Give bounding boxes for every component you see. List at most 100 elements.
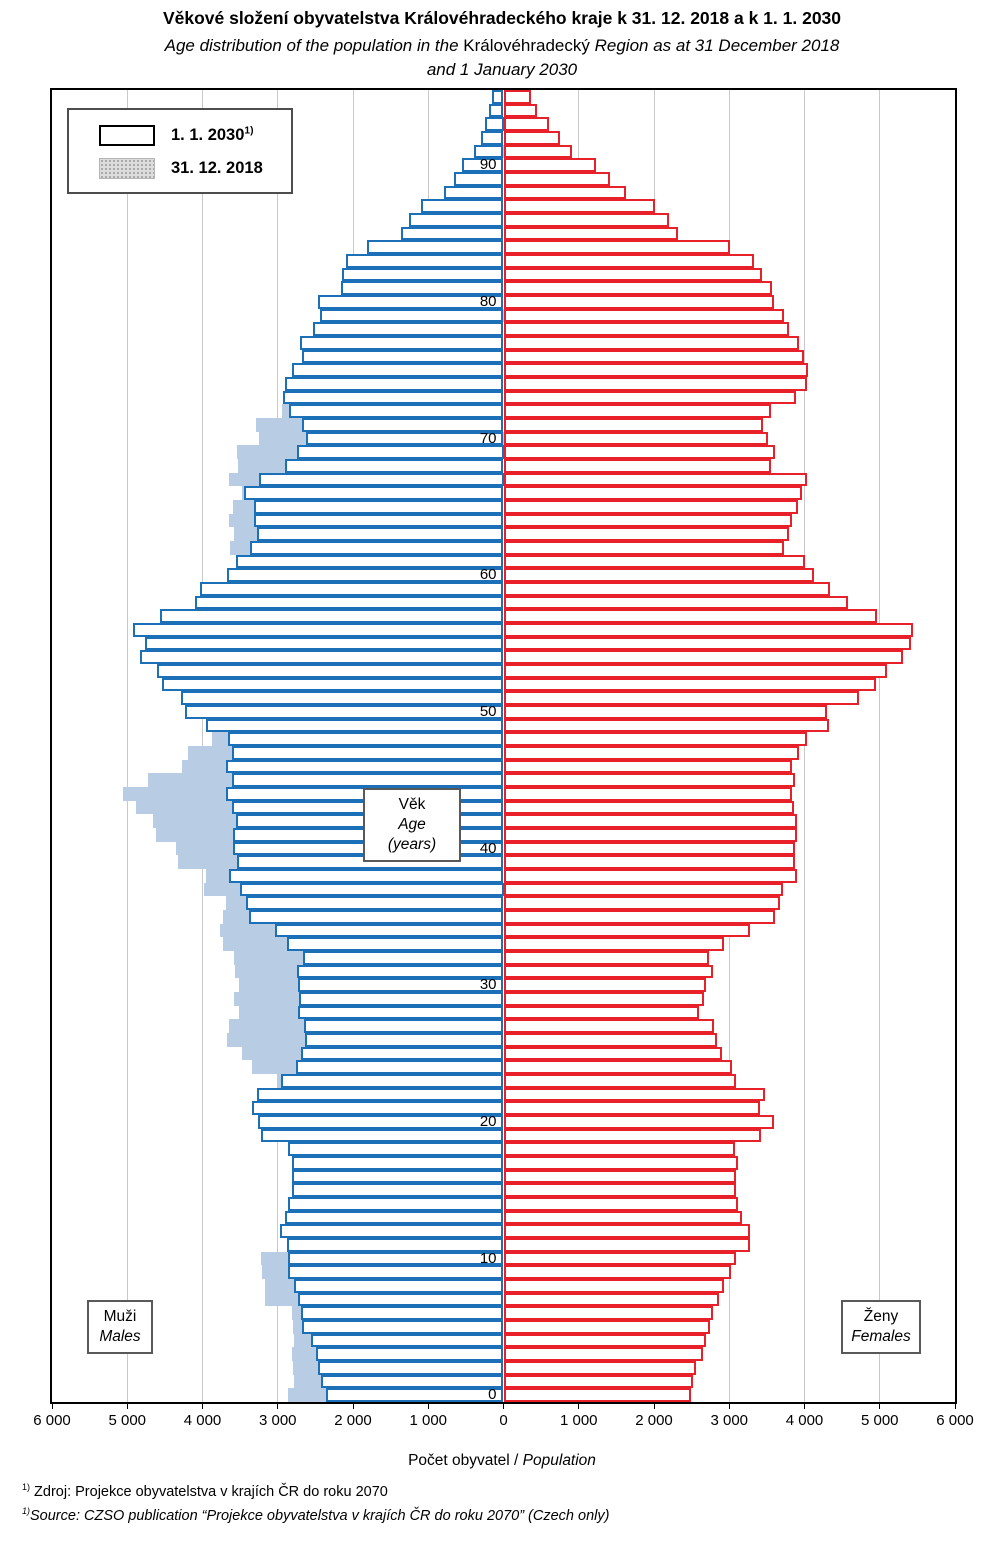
bar-males-2030-age-78 bbox=[313, 322, 504, 336]
footnote-marker-1: 1) bbox=[22, 1482, 30, 1493]
subtitle-en-part2: Region as at 31 December 2018 bbox=[589, 36, 840, 55]
bar-males-2030-age-72 bbox=[289, 404, 504, 418]
bar-females-2030-age-21 bbox=[503, 1101, 761, 1115]
y-age-label-60: 60 bbox=[479, 566, 497, 584]
bar-males-2030-age-89 bbox=[453, 172, 504, 186]
bar-females-2030-age-27 bbox=[503, 1019, 715, 1033]
bar-females-2030-age-83 bbox=[503, 254, 755, 268]
x-axis-tickmark bbox=[352, 1402, 354, 1409]
bar-females-2030-age-42 bbox=[503, 814, 797, 828]
males-label-cs: Muži bbox=[103, 1308, 137, 1325]
bar-females-2030-age-50 bbox=[503, 705, 828, 719]
bar-males-2030-age-31 bbox=[297, 964, 504, 979]
females-label-en: Females bbox=[851, 1328, 911, 1346]
bar-females-2030-age-76 bbox=[503, 349, 804, 364]
bar-females-2030-age-85 bbox=[503, 226, 679, 241]
bar-males-2030-age-64 bbox=[254, 513, 504, 528]
bar-males-2030-age-79 bbox=[319, 308, 504, 323]
bar-males-2030-age-14 bbox=[287, 1197, 504, 1211]
bar-males-2030-age-27 bbox=[304, 1019, 504, 1033]
bar-females-2030-age-86 bbox=[503, 213, 670, 227]
bar-males-2030-age-22 bbox=[256, 1087, 504, 1102]
bar-males-2030-age-3 bbox=[316, 1347, 504, 1361]
x-axis-tickmark bbox=[202, 1402, 203, 1409]
bar-males-2030-age-81 bbox=[340, 281, 504, 295]
bar-females-2030-age-29 bbox=[503, 992, 705, 1006]
bar-males-2030-age-85 bbox=[401, 226, 504, 241]
bar-males-2030-age-88 bbox=[444, 185, 504, 200]
bar-males-2030-age-92 bbox=[480, 131, 504, 145]
bar-males-2030-age-53 bbox=[157, 664, 504, 678]
bar-females-2030-age-62 bbox=[503, 541, 785, 555]
males-label-en: Males bbox=[99, 1328, 141, 1346]
bar-males-2030-age-67 bbox=[258, 472, 504, 487]
x-tick-label-9: 3 000 bbox=[710, 1412, 749, 1429]
bar-males-2030-age-10 bbox=[287, 1251, 504, 1266]
bar-males-2030-age-0 bbox=[325, 1388, 504, 1402]
bar-males-2030-age-17 bbox=[292, 1156, 504, 1170]
bar-females-2030-age-41 bbox=[503, 828, 797, 842]
bar-females-2030-age-43 bbox=[503, 800, 794, 815]
bar-males-2030-age-13 bbox=[284, 1210, 504, 1225]
bar-males-2030-age-68 bbox=[284, 459, 504, 473]
bar-males-2030-age-70 bbox=[305, 431, 504, 446]
footnote-marker-2: 1) bbox=[22, 1506, 30, 1517]
bar-males-2030-age-12 bbox=[280, 1224, 504, 1238]
bar-females-2030-age-33 bbox=[503, 937, 724, 951]
bar-males-2030-age-32 bbox=[302, 951, 504, 965]
bar-males-2030-age-75 bbox=[292, 363, 504, 377]
bar-males-2030-age-50 bbox=[185, 705, 504, 719]
y-age-label-20: 20 bbox=[479, 1112, 497, 1130]
bar-females-2030-age-12 bbox=[503, 1224, 751, 1238]
x-axis-tickmark bbox=[804, 1402, 805, 1409]
bar-females-2030-age-40 bbox=[503, 841, 796, 856]
chart-title: Věkové složení obyvatelstva Královéhrade… bbox=[162, 8, 842, 28]
bar-females-2030-age-93 bbox=[503, 117, 550, 131]
bar-females-2030-age-6 bbox=[503, 1306, 713, 1320]
bar-females-2030-age-30 bbox=[503, 978, 706, 992]
bar-males-2030-age-45 bbox=[231, 773, 504, 787]
bar-males-2030-age-56 bbox=[132, 623, 504, 637]
bar-females-2030-age-25 bbox=[503, 1046, 723, 1061]
bar-females-2030-age-63 bbox=[503, 527, 790, 541]
bar-females-2030-age-53 bbox=[503, 664, 888, 678]
bar-males-2030-age-54 bbox=[140, 650, 504, 664]
bar-females-2030-age-39 bbox=[503, 855, 796, 869]
bar-females-2030-age-0 bbox=[503, 1388, 691, 1402]
x-tick-label-0: 6 000 bbox=[33, 1412, 71, 1429]
bar-males-2030-age-37 bbox=[240, 882, 504, 897]
x-tick-label-1: 5 000 bbox=[108, 1412, 147, 1429]
bar-females-2030-age-10 bbox=[503, 1251, 737, 1266]
bar-females-2030-age-67 bbox=[503, 472, 807, 487]
x-axis-title: Počet obyvatel / Population bbox=[0, 1452, 1004, 1470]
x-tick-label-10: 4 000 bbox=[785, 1412, 824, 1429]
x-tick-label-11: 5 000 bbox=[860, 1412, 899, 1429]
x-tick-label-7: 1 000 bbox=[559, 1412, 598, 1429]
x-axis-title-en: Population bbox=[522, 1452, 596, 1469]
bar-females-2030-age-13 bbox=[503, 1210, 743, 1225]
bar-males-2030-age-86 bbox=[408, 213, 504, 227]
bar-females-2030-age-37 bbox=[503, 882, 783, 897]
bar-females-2030-age-91 bbox=[503, 144, 572, 159]
bar-males-2030-age-8 bbox=[294, 1279, 504, 1293]
bar-females-2030-age-51 bbox=[503, 691, 860, 705]
bar-females-2030-age-26 bbox=[503, 1033, 718, 1047]
bar-females-2030-age-75 bbox=[503, 363, 809, 377]
x-tick-label-6: 0 bbox=[499, 1412, 508, 1429]
bar-females-2030-age-90 bbox=[503, 158, 597, 172]
x-axis-tickmark bbox=[51, 1402, 53, 1409]
bar-females-2030-age-18 bbox=[503, 1142, 735, 1156]
bar-males-2030-age-7 bbox=[298, 1292, 504, 1307]
bar-males-2030-age-87 bbox=[421, 199, 504, 213]
bar-females-2030-age-71 bbox=[503, 418, 764, 432]
bar-females-2030-age-79 bbox=[503, 308, 785, 323]
bar-males-2030-age-11 bbox=[286, 1238, 504, 1252]
x-tick-label-8: 2 000 bbox=[635, 1412, 673, 1429]
bar-males-2030-age-51 bbox=[181, 691, 504, 705]
bar-females-2030-age-19 bbox=[503, 1128, 761, 1143]
y-age-label-0: 0 bbox=[488, 1386, 497, 1404]
bar-males-2030-age-59 bbox=[200, 582, 504, 596]
x-axis-tickmark bbox=[728, 1402, 730, 1409]
bar-males-2030-age-94 bbox=[489, 103, 504, 118]
bar-females-2030-age-74 bbox=[503, 377, 807, 391]
